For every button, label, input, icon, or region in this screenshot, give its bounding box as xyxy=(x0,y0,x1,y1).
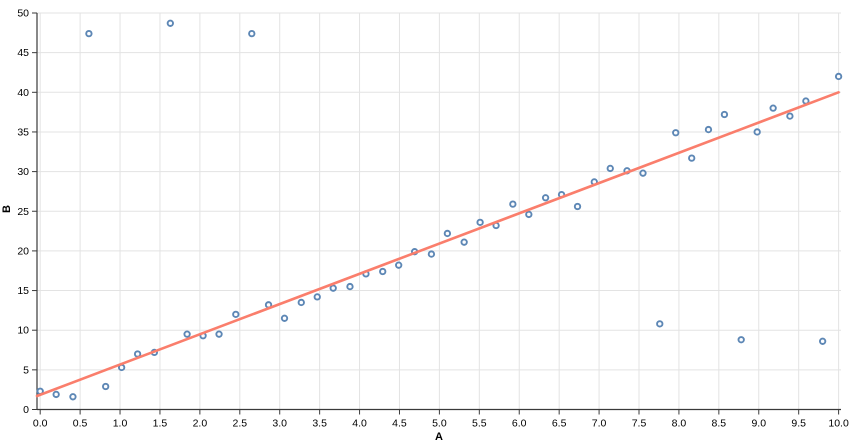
x-tick-label: 2.0 xyxy=(193,418,208,430)
data-point xyxy=(639,169,647,177)
data-point xyxy=(232,310,240,318)
data-point xyxy=(834,72,843,81)
trend-line xyxy=(35,91,840,398)
y-tick-label: 0 xyxy=(23,404,29,416)
data-point xyxy=(248,29,256,38)
x-tick-label: 8.0 xyxy=(672,418,687,430)
data-point xyxy=(69,393,77,401)
y-tick-label: 25 xyxy=(17,206,29,218)
data-point xyxy=(818,337,827,345)
x-tick-label: 10.0 xyxy=(828,418,849,430)
x-tick-label: 9.0 xyxy=(751,418,766,430)
data-point xyxy=(476,218,484,227)
data-point xyxy=(704,125,713,134)
data-point xyxy=(753,128,761,136)
data-point xyxy=(573,202,582,211)
x-tick-label: 3.0 xyxy=(272,418,287,430)
data-point xyxy=(395,261,403,269)
data-point xyxy=(606,164,614,173)
x-tick-label: 9.5 xyxy=(791,418,806,430)
y-tick-label: 35 xyxy=(17,126,29,138)
y-tick-label: 40 xyxy=(17,87,29,99)
x-tick-label: 5.5 xyxy=(472,418,487,430)
data-point xyxy=(346,282,354,291)
x-axis-title: A xyxy=(435,431,443,443)
x-tick-label: 4.0 xyxy=(352,418,367,430)
data-point xyxy=(427,250,436,258)
data-point xyxy=(541,194,550,202)
x-tick-label: 4.5 xyxy=(392,418,407,430)
y-tick-label: 15 xyxy=(17,285,29,297)
y-tick-label: 5 xyxy=(23,364,29,376)
data-point xyxy=(509,200,517,208)
data-point xyxy=(786,112,794,120)
data-point xyxy=(102,382,110,391)
data-point xyxy=(280,314,289,322)
y-tick-label: 30 xyxy=(17,166,29,178)
y-tick-label: 45 xyxy=(17,47,29,59)
data-point xyxy=(379,267,387,276)
x-tick-label: 3.5 xyxy=(312,418,327,430)
data-point xyxy=(85,29,93,38)
data-point xyxy=(688,154,696,162)
data-point xyxy=(166,19,174,27)
x-tick-label: 0.0 xyxy=(33,418,48,430)
data-point xyxy=(297,298,305,307)
y-tick-label: 50 xyxy=(17,8,29,20)
x-tick-label: 6.5 xyxy=(552,418,567,430)
x-tick-label: 7.5 xyxy=(632,418,647,430)
data-point xyxy=(329,284,337,292)
data-point xyxy=(737,336,745,344)
data-point xyxy=(443,229,452,238)
y-tick-label: 20 xyxy=(17,245,29,257)
x-tick-label: 8.5 xyxy=(712,418,727,430)
data-point xyxy=(656,320,664,328)
data-point xyxy=(769,104,777,112)
data-point xyxy=(183,330,191,338)
x-tick-label: 0.5 xyxy=(73,418,88,430)
x-tick-label: 5.0 xyxy=(432,418,447,430)
x-tick-label: 1.5 xyxy=(153,418,168,430)
data-point xyxy=(460,238,468,246)
x-tick-label: 7.0 xyxy=(592,418,607,430)
y-axis-title: B xyxy=(0,205,13,213)
x-tick-label: 6.0 xyxy=(512,418,527,430)
data-point xyxy=(313,293,321,301)
data-point xyxy=(720,110,729,119)
data-point xyxy=(525,210,533,219)
y-tick-label: 10 xyxy=(17,325,29,337)
x-tick-label: 2.5 xyxy=(232,418,247,430)
data-point xyxy=(672,129,680,137)
data-point xyxy=(215,330,223,338)
data-point xyxy=(52,390,60,399)
x-tick-label: 1.0 xyxy=(113,418,128,430)
